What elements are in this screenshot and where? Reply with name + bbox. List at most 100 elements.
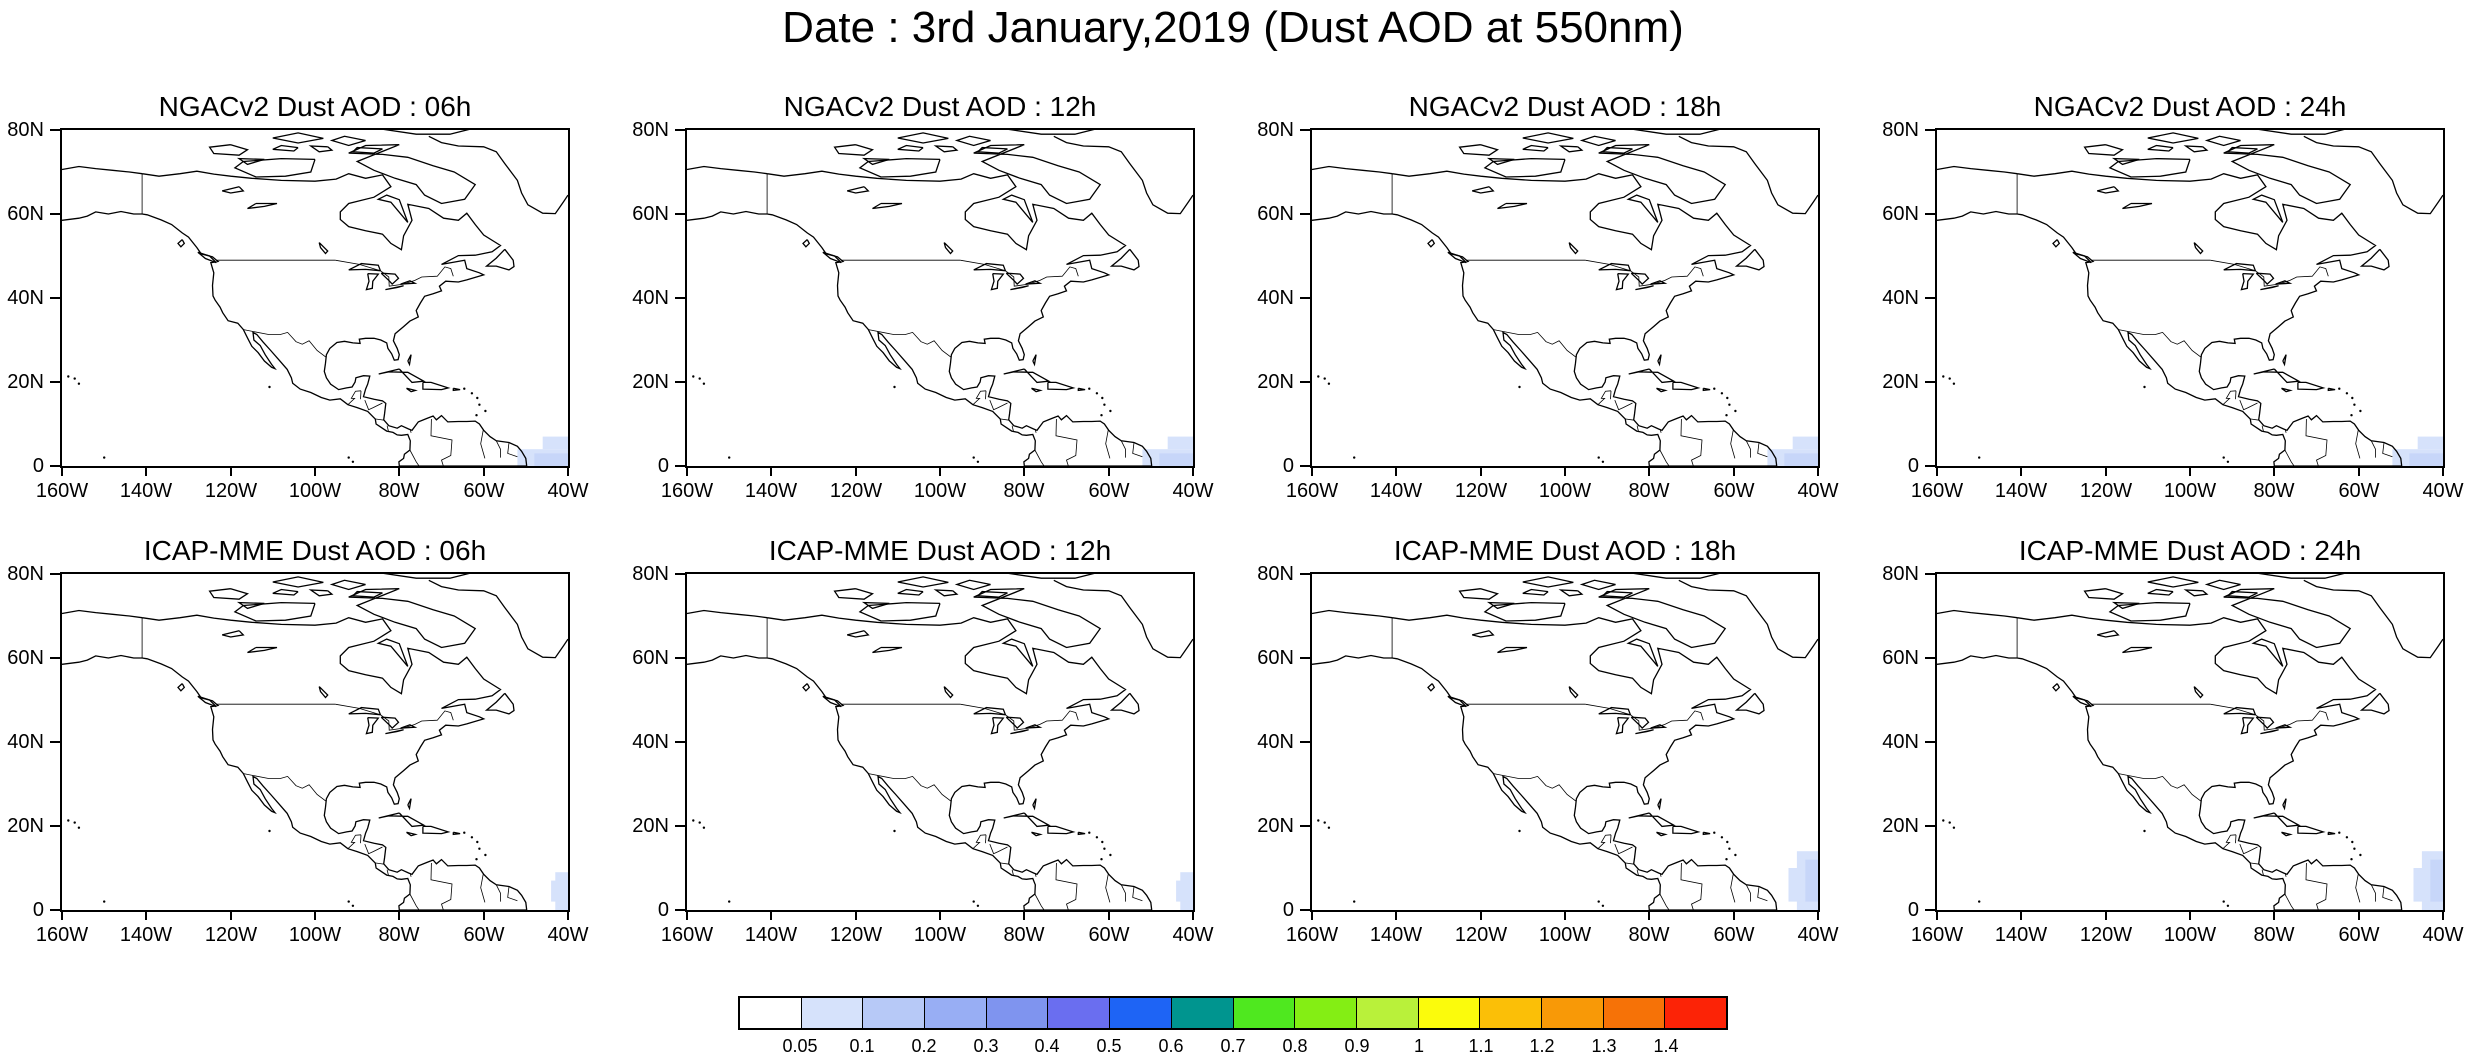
island-dot [2143,829,2146,833]
island-dot [484,853,487,857]
country-border [1659,873,1662,877]
coastline [933,589,959,597]
panel-title: ICAP-MME Dust AOD : 12h [768,535,1112,566]
lon-label: 120W [204,480,258,502]
lon-tick [1192,912,1194,920]
coastline [452,387,461,392]
coastline [2297,381,2326,391]
island-dot [1103,847,1106,850]
colorbar-tick-label: 0.3 [973,1036,999,1056]
country-border [1105,430,1111,459]
lat-label: 0 [32,455,44,477]
lat-tick [50,297,60,299]
coastline [1032,354,1037,367]
coastline [329,135,366,147]
lake-outline [1615,272,1630,291]
country-border [364,399,383,411]
lat-label: 40N [7,287,44,309]
country-border [1757,886,1768,902]
coastline [1522,588,1549,596]
lat-label: 60N [632,647,669,669]
coastline [351,590,383,598]
country-border [1132,886,1143,902]
lake-outline [2260,285,2279,291]
coastline [1047,825,1076,835]
island-dot [484,409,487,413]
country-border [1625,862,1635,865]
coastline [822,695,842,708]
coastline [1003,812,1051,828]
country-border [242,773,327,802]
coastline [1656,387,1668,393]
coastline [407,354,412,367]
country-border [1614,843,1633,855]
colorbar [738,996,1728,1030]
lake-outline [380,716,400,730]
lon-label: 140W [744,924,798,946]
coastline [452,831,461,836]
island-dot [702,382,706,385]
lon-label: 80W [1628,480,1670,502]
island-dot [2359,853,2362,857]
coastline [1486,601,1515,610]
coastline [62,654,143,665]
lat-tick [1925,909,1935,911]
island-dot [470,836,474,839]
lake-outline [872,646,903,654]
island-dot [1088,831,1091,834]
country-border [1745,440,1751,458]
lat-tick [1925,825,1935,827]
country-border [335,259,454,287]
coastline [897,132,949,144]
coastline [1312,165,1393,175]
island-dot [1353,900,1356,903]
island-dot [73,377,76,380]
lake-outline [847,630,870,638]
island-dot [976,460,980,463]
coastline [308,589,334,597]
coastline [1937,654,2018,665]
colorbar-swatch [1356,998,1419,1028]
country-border [2284,449,2295,466]
lat-label: 20N [1257,815,1294,837]
island-dot [1101,396,1104,400]
lon-label: 60W [1088,480,1130,502]
dust-aod-shading [1159,453,1193,466]
map-panel: ICAP-MME Dust AOD : 12h 80N 60N 40N 20N 0 160W… [625,534,1255,974]
coastline [2251,638,2284,667]
lon-tick [855,468,857,476]
dust-aod-shading [551,880,568,902]
lat-tick [50,909,60,911]
island-dot [1734,409,1737,413]
country-border [1120,440,1126,458]
colorbar-tick-label: 0.4 [1034,1036,1060,1056]
country-border [1120,884,1126,902]
country-border [1680,418,1703,466]
lon-label: 100W [2163,924,2217,946]
coastline [2183,589,2209,597]
country-border [2210,259,2329,287]
map-frame [1935,128,2445,468]
island-dot [347,900,350,903]
country-border [1745,884,1751,902]
map-frame [1310,572,1820,912]
lat-tick [1925,129,1935,131]
lon-label: 160W [1285,924,1339,946]
country-border [360,390,362,400]
lon-tick [1936,912,1938,920]
lon-label: 160W [660,480,714,502]
lat-tick [1300,909,1310,911]
lon-label: 120W [2079,480,2133,502]
lake-outline [1472,186,1495,194]
country-border [1680,862,1703,910]
lake-outline [1568,686,1579,699]
lon-tick [1395,912,1397,920]
lon-tick [770,912,772,920]
lat-label: 0 [32,899,44,921]
island-dot [77,826,81,829]
lat-label: 80N [7,563,44,585]
island-dot [728,456,731,459]
lon-label: 40W [1797,480,1839,502]
island-dot [1952,382,1956,385]
island-dot [1323,377,1326,380]
